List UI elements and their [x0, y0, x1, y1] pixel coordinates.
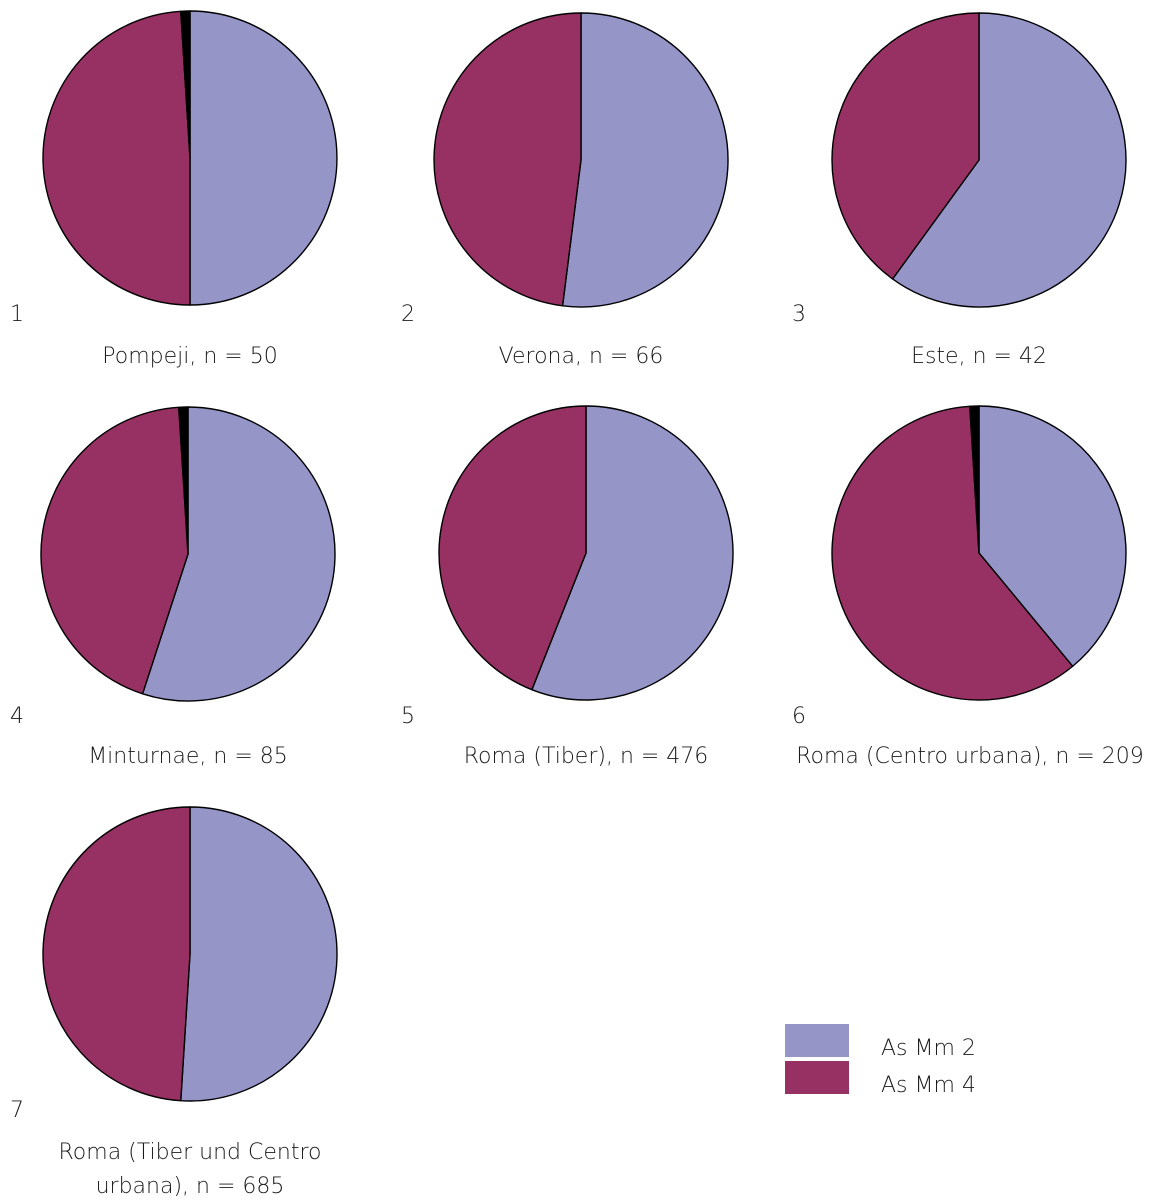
pie-slice-as-mm-2 [180, 806, 338, 1102]
pie-number: 3 [792, 302, 806, 327]
legend-label: As Mm 4 [881, 1073, 976, 1098]
pie-svg [42, 806, 338, 1102]
pie-svg [42, 10, 338, 306]
pie-slice-other [969, 405, 980, 554]
pie-title: Roma (Centro urbana), n = 209 [796, 744, 1144, 769]
pie-number: 7 [10, 1098, 24, 1123]
pie-slice-as-mm-2 [141, 406, 336, 702]
pie-slice-as-mm-2 [978, 405, 1127, 667]
pie-title: Roma (Tiber und Centro urbana), n = 685 [30, 1136, 350, 1204]
pie-title: Minturnae, n = 85 [88, 744, 288, 769]
pie-title: Verona, n = 66 [498, 344, 664, 369]
legend-swatch [785, 1061, 849, 1094]
pie-slice-as-mm-4 [831, 405, 1074, 701]
pie-slice-as-mm-2 [531, 405, 734, 701]
pie-svg [831, 405, 1127, 701]
pie-title: Roma (Tiber), n = 476 [463, 744, 709, 769]
pie-number: 2 [401, 302, 415, 327]
pie-svg [831, 12, 1127, 308]
pie-slice-other [180, 10, 191, 159]
pie-slice-as-mm-4 [831, 12, 980, 280]
pie-slice-as-mm-4 [42, 10, 191, 306]
pie-title: Este, n = 42 [911, 344, 1047, 369]
pie-title-line: Roma (Tiber und Centro [58, 1140, 322, 1165]
pie-number: 5 [401, 704, 415, 729]
pie-slice-as-mm-2 [189, 10, 338, 306]
pie-number: 4 [10, 704, 24, 729]
pie-slice-as-mm-4 [433, 12, 582, 307]
pie-svg [438, 405, 734, 701]
pie-slice-as-mm-4 [438, 405, 587, 691]
pie-title: Pompeji, n = 50 [102, 344, 278, 369]
legend-label: As Mm 2 [881, 1036, 976, 1061]
pie-slice-as-mm-2 [891, 12, 1127, 308]
pie-svg [433, 12, 729, 308]
pie-slice-as-mm-4 [40, 406, 189, 695]
pie-slice-as-mm-2 [561, 12, 729, 308]
legend-swatch [785, 1024, 849, 1057]
pie-number: 1 [10, 302, 24, 327]
pie-slice-as-mm-4 [42, 806, 191, 1102]
pie-number: 6 [792, 704, 806, 729]
pie-title-line: urbana), n = 685 [95, 1174, 285, 1199]
pie-svg [40, 406, 336, 702]
pie-slice-other [178, 406, 189, 555]
